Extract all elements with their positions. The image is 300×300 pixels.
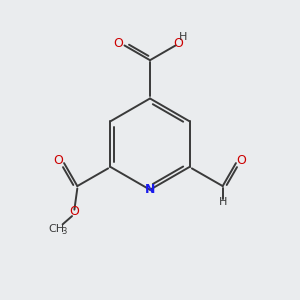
- Text: H: H: [218, 197, 227, 207]
- Text: O: O: [69, 205, 79, 218]
- Text: O: O: [53, 154, 63, 167]
- Text: H: H: [179, 32, 187, 42]
- Text: 3: 3: [61, 226, 67, 236]
- Text: CH: CH: [49, 224, 65, 234]
- Text: O: O: [113, 38, 123, 50]
- Text: N: N: [145, 183, 155, 196]
- Text: O: O: [236, 154, 246, 167]
- Text: O: O: [173, 37, 183, 50]
